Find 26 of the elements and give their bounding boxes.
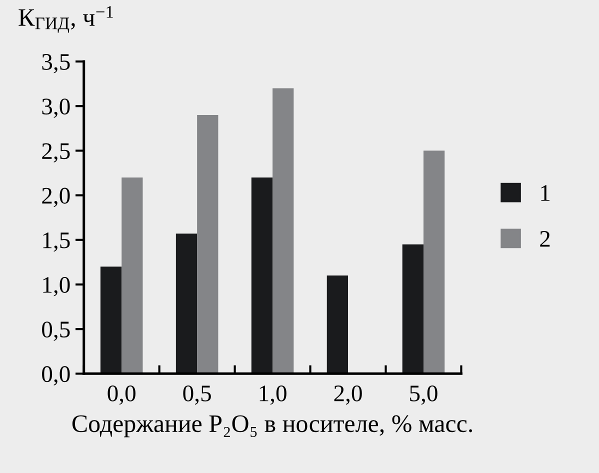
x-tick-label: 0,0: [108, 385, 136, 405]
x-tick-label: 5,0: [410, 385, 438, 405]
y-tick-label: 3,5: [42, 54, 70, 74]
bar: [402, 244, 424, 374]
y-tick-label: 2,0: [42, 188, 70, 208]
y-tick-label: 0,5: [42, 322, 70, 341]
legend-label: 2: [540, 230, 550, 247]
x-axis-title: Содержание P₂O₅ в носителе, % масс.: [72, 415, 472, 438]
y-axis-title: К$_{ГИД}$, ч$^{−1}$: [18, 6, 113, 33]
legend-label: 1: [541, 185, 550, 201]
y-tick-label: 2,5: [42, 143, 70, 163]
y-tick-label: 1,5: [43, 232, 70, 252]
bar: [423, 150, 445, 374]
bar: [176, 234, 198, 374]
x-tick-label: 1,0: [260, 385, 286, 405]
y-tick-label: 1,0: [43, 276, 70, 296]
bar: [197, 115, 218, 374]
y-tick-label: 0,0: [42, 366, 70, 386]
bar: [122, 177, 143, 374]
bar: [272, 88, 294, 374]
x-tick-label: 0,5: [183, 385, 211, 405]
x-tick-label: 2,0: [334, 385, 362, 405]
bar: [251, 177, 273, 374]
bar: [100, 266, 122, 374]
y-tick-label: 3,0: [42, 98, 70, 118]
bar: [326, 276, 348, 374]
